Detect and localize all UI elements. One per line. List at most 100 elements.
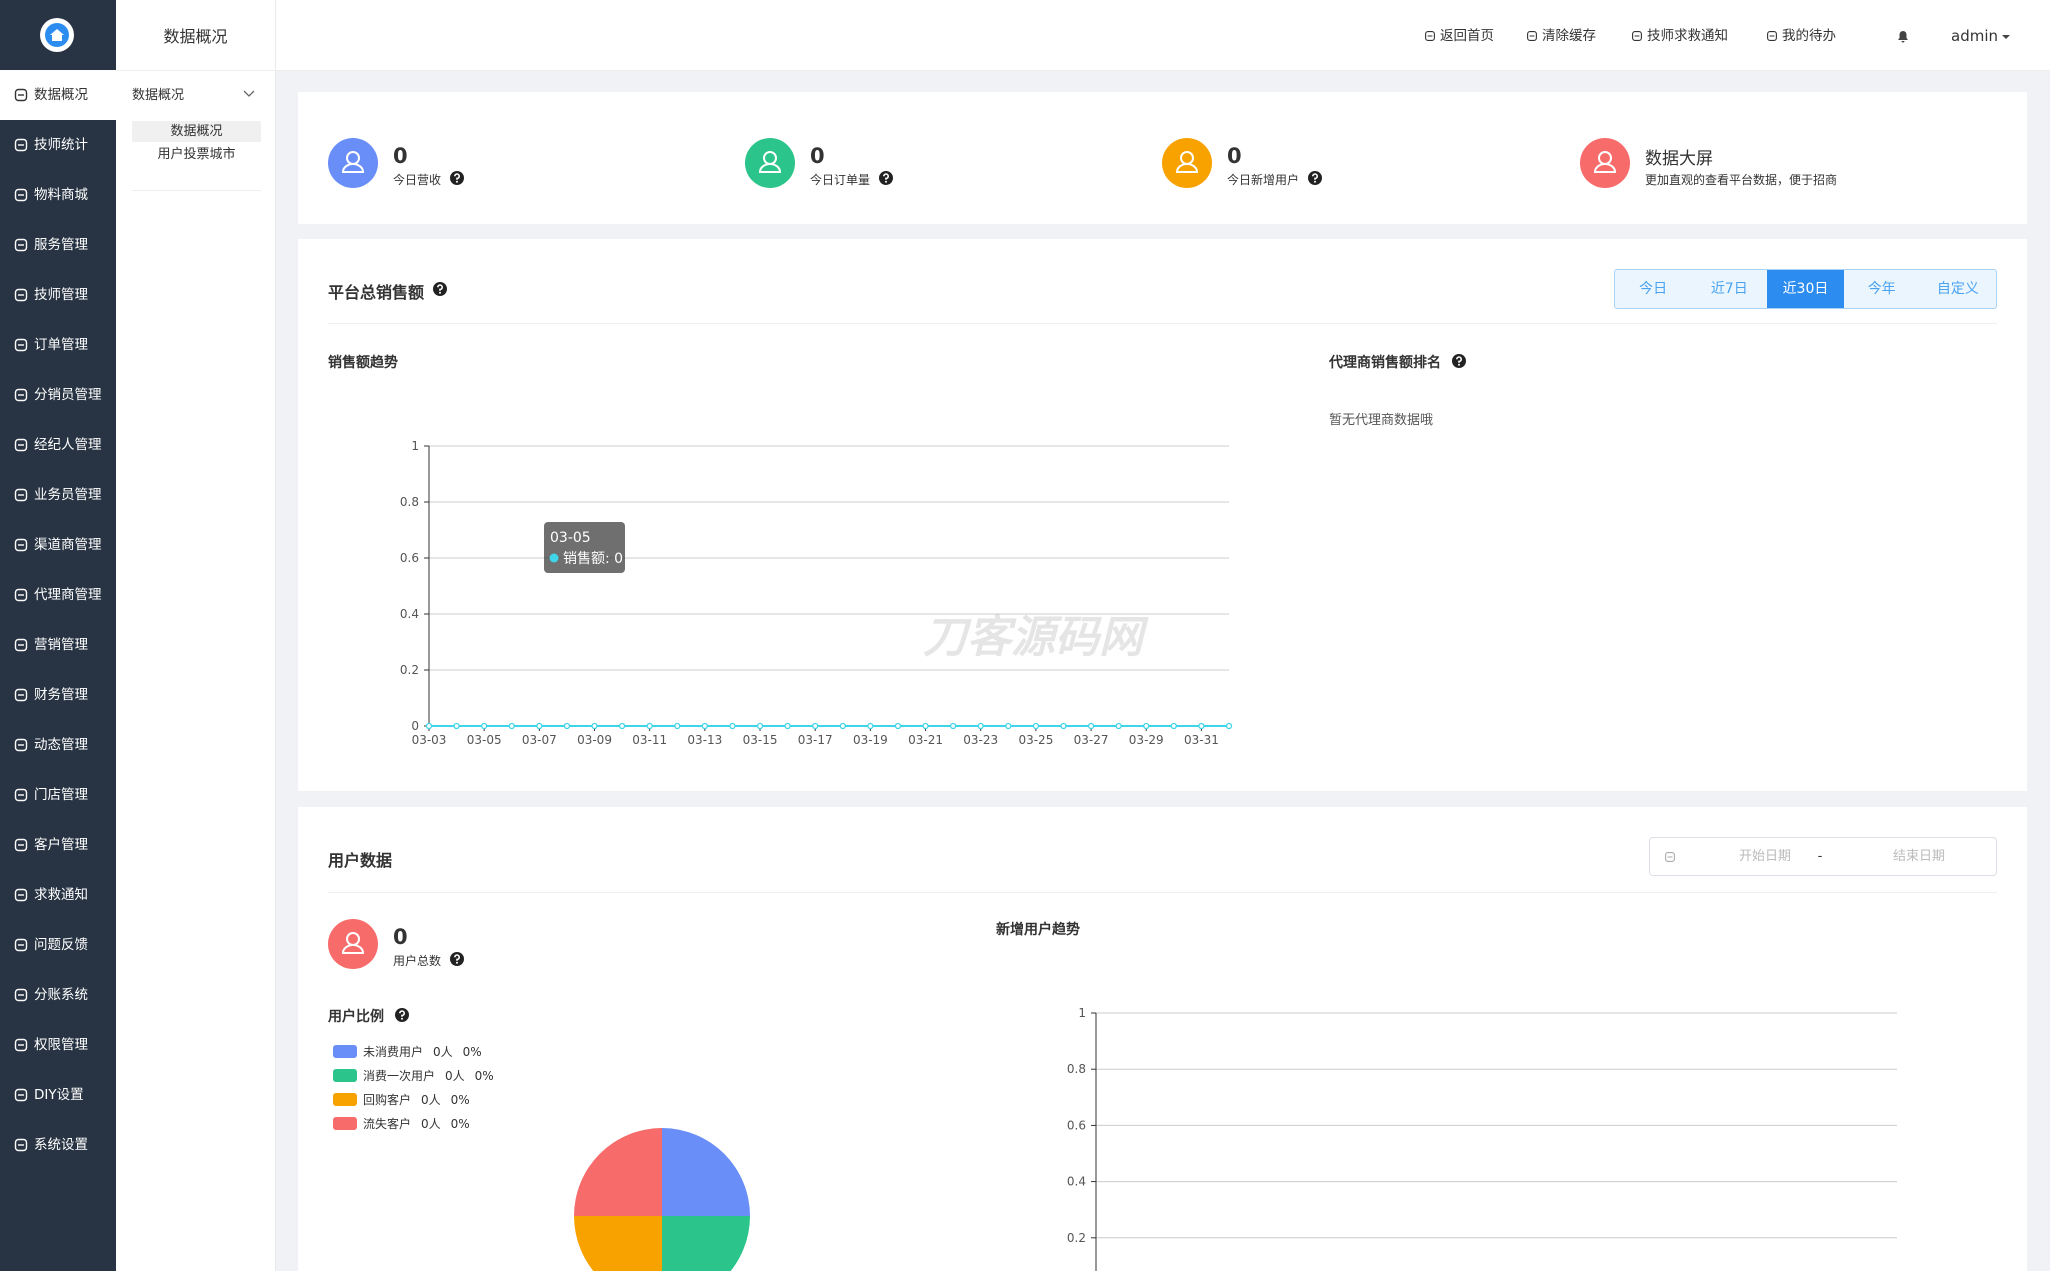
icon-shape bbox=[14, 338, 28, 352]
watermark: 刀客源码网 bbox=[923, 612, 1149, 663]
menu-label: 动态管理 bbox=[34, 737, 88, 753]
submenu-group[interactable]: 数据概况 bbox=[132, 88, 185, 103]
menu-label: 经纪人管理 bbox=[34, 437, 102, 453]
caret-shape bbox=[2002, 35, 2010, 39]
menu-item[interactable]: 分账系统 bbox=[0, 970, 116, 1020]
menu-label: 问题反馈 bbox=[34, 937, 88, 953]
legend-name: 未消费用户 bbox=[363, 1044, 423, 1059]
menu-item[interactable]: 求救通知 bbox=[0, 870, 116, 920]
x-tick-label: 03-15 bbox=[743, 733, 778, 747]
menu-item[interactable]: 分销员管理 bbox=[0, 370, 116, 420]
menu-item[interactable]: 权限管理 bbox=[0, 1020, 116, 1070]
icon bbox=[14, 1038, 28, 1052]
icon-shape bbox=[14, 788, 28, 802]
icon bbox=[1665, 852, 1675, 862]
legend-swatch bbox=[333, 1117, 357, 1130]
icon bbox=[14, 838, 28, 852]
help-mark bbox=[454, 954, 460, 961]
icon-shape bbox=[1632, 31, 1642, 41]
chart-title: 销售额趋势 bbox=[328, 355, 398, 371]
header-link-text: 返回首页 bbox=[1440, 28, 1494, 44]
menu-item[interactable]: 技师统计 bbox=[0, 120, 116, 170]
icon-shape bbox=[14, 88, 28, 102]
date-sep: - bbox=[1817, 849, 1823, 864]
range-tab[interactable]: 自定义 bbox=[1936, 281, 1979, 297]
menu-label: 系统设置 bbox=[34, 1137, 88, 1153]
x-tick-label: 03-17 bbox=[798, 733, 833, 747]
menu-item[interactable]: 门店管理 bbox=[0, 770, 116, 820]
stat-value: 0 bbox=[393, 144, 408, 168]
icon bbox=[14, 488, 28, 502]
menu-item[interactable]: 物料商城 bbox=[0, 170, 116, 220]
range-tab[interactable]: 近30日 bbox=[1767, 270, 1844, 308]
menu-item[interactable]: 客户管理 bbox=[0, 820, 116, 870]
y-tick-label: 0.4 bbox=[1067, 1175, 1086, 1189]
icon bbox=[14, 638, 28, 652]
bell[interactable] bbox=[1895, 28, 1911, 44]
menu-item[interactable]: 营销管理 bbox=[0, 620, 116, 670]
icon bbox=[14, 238, 28, 252]
icon bbox=[14, 538, 28, 552]
icon-shape bbox=[14, 838, 28, 852]
submenu-item[interactable]: 数据概况 bbox=[132, 121, 261, 142]
menu-item[interactable]: 问题反馈 bbox=[0, 920, 116, 970]
help-dot bbox=[1314, 180, 1316, 183]
menu-label: 物料商城 bbox=[34, 187, 88, 203]
point bbox=[1032, 722, 1040, 730]
screen-desc: 更加直观的查看平台数据，便于招商 bbox=[1645, 173, 1838, 187]
menu-item[interactable]: 代理商管理 bbox=[0, 570, 116, 620]
icon-shape bbox=[14, 988, 28, 1002]
menu-item[interactable]: 数据概况 bbox=[0, 70, 116, 120]
legend-entry: 流失客户 0人 0% bbox=[363, 1116, 470, 1131]
header: 返回首页 清除缓存 技师求救通知 我的待办 admin bbox=[276, 0, 2050, 71]
x-tick-label: 03-13 bbox=[687, 733, 722, 747]
range-tab[interactable]: 近7日 bbox=[1710, 281, 1748, 297]
icon bbox=[1425, 31, 1435, 41]
menu-item[interactable]: 渠道商管理 bbox=[0, 520, 116, 570]
icon bbox=[14, 588, 28, 602]
range-tab[interactable]: 今日 bbox=[1639, 281, 1668, 297]
point bbox=[1087, 722, 1095, 730]
point bbox=[674, 722, 681, 730]
icon-shape bbox=[14, 238, 28, 252]
help-dot bbox=[456, 961, 458, 964]
logo[interactable] bbox=[40, 18, 74, 52]
y-tick-label: 0.8 bbox=[400, 495, 419, 509]
point bbox=[591, 722, 598, 730]
user-name[interactable]: admin bbox=[1951, 27, 1998, 45]
icon-shape bbox=[14, 888, 28, 902]
icon bbox=[14, 138, 28, 152]
stat-icon bbox=[328, 919, 378, 969]
x-tick-label: 03-11 bbox=[632, 733, 667, 747]
tooltip-title: 03-05 bbox=[550, 530, 591, 546]
icon-shape bbox=[1425, 31, 1435, 41]
submenu-title: 数据概况 bbox=[116, 0, 275, 71]
range-tab[interactable]: 今年 bbox=[1867, 281, 1896, 297]
help-mark bbox=[883, 173, 889, 180]
point bbox=[701, 722, 709, 730]
help-mark bbox=[1312, 173, 1318, 180]
point bbox=[1060, 722, 1067, 730]
submenu-item[interactable]: 用户投票城市 bbox=[157, 147, 236, 162]
menu-item[interactable]: 技师管理 bbox=[0, 270, 116, 320]
menu-item[interactable]: 动态管理 bbox=[0, 720, 116, 770]
point bbox=[508, 722, 515, 730]
point bbox=[894, 722, 902, 730]
menu-item[interactable]: 系统设置 bbox=[0, 1120, 116, 1170]
icon bbox=[14, 338, 28, 352]
point bbox=[563, 722, 571, 730]
screen-title[interactable]: 数据大屏 bbox=[1645, 149, 1713, 169]
menu-item[interactable]: DIY设置 bbox=[0, 1070, 116, 1120]
x-tick-label: 03-07 bbox=[522, 733, 557, 747]
menu-item[interactable]: 财务管理 bbox=[0, 670, 116, 720]
menu-item[interactable]: 服务管理 bbox=[0, 220, 116, 270]
icon bbox=[14, 88, 28, 102]
date-range[interactable]: 开始日期 - 结束日期 bbox=[1649, 837, 1997, 876]
y-tick-label: 1 bbox=[1078, 1006, 1086, 1020]
menu-item[interactable]: 订单管理 bbox=[0, 320, 116, 370]
menu-item[interactable]: 经纪人管理 bbox=[0, 420, 116, 470]
menu-item[interactable]: 业务员管理 bbox=[0, 470, 116, 520]
x-tick-label: 03-19 bbox=[853, 733, 888, 747]
icon-shape bbox=[14, 188, 28, 202]
